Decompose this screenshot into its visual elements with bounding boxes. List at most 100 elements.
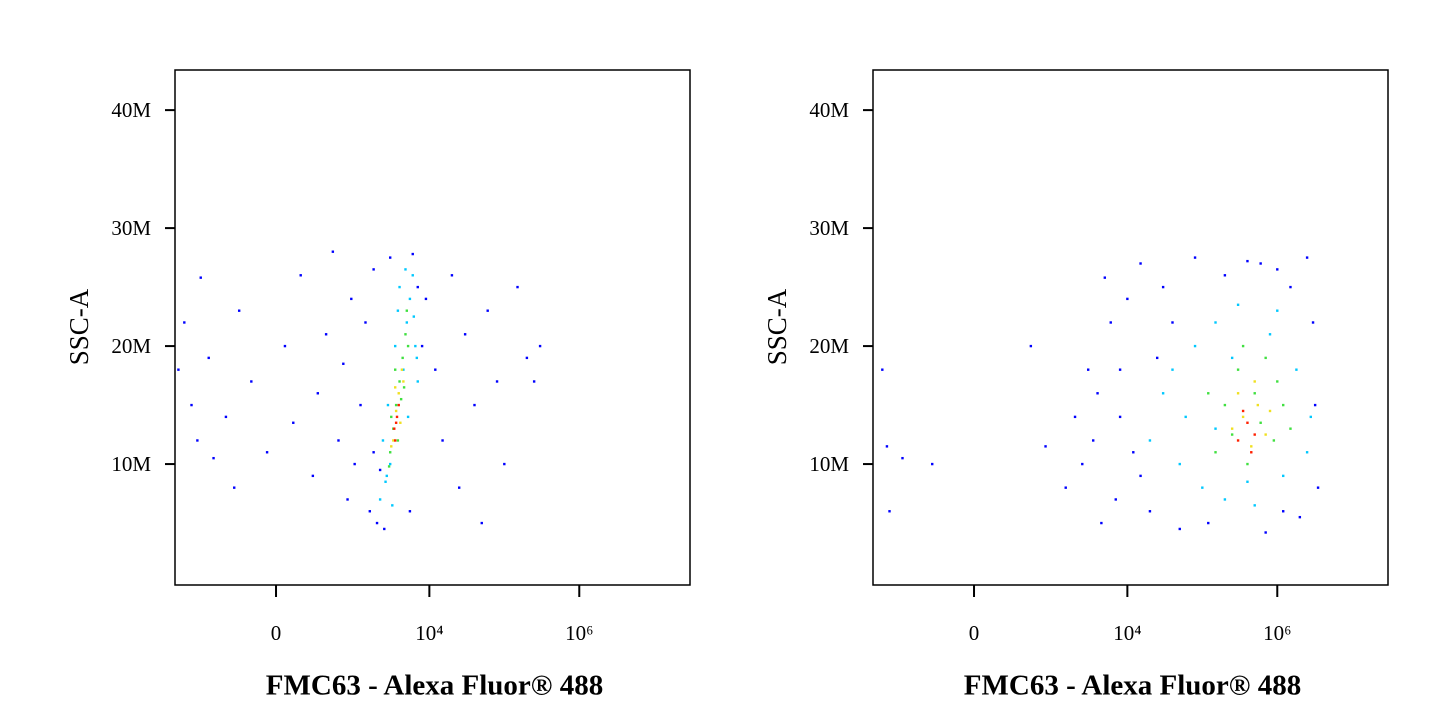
event-dot (399, 397, 403, 401)
event-dot (1178, 527, 1181, 531)
event-dot (463, 333, 467, 336)
event-dot (394, 344, 397, 348)
x-axis-label: FMC63 - Alexa Fluor® 488 (266, 670, 603, 702)
event-dot (402, 368, 405, 371)
event-dot (390, 415, 393, 419)
event-dot (199, 276, 202, 279)
event-dot (1230, 433, 1234, 436)
event-dot (386, 403, 390, 407)
event-dot (378, 498, 382, 501)
event-dot (1207, 521, 1210, 525)
x-tick-label: 10⁴ (415, 621, 443, 645)
event-dot (1193, 344, 1197, 348)
event-dot (396, 309, 400, 312)
event-dot (183, 321, 186, 324)
event-dot (404, 333, 407, 336)
event-dot (292, 421, 295, 424)
event-dot (1246, 259, 1249, 263)
event-dot (1246, 462, 1249, 466)
event-dot (1214, 427, 1217, 430)
event-dot (408, 297, 412, 301)
event-dot (414, 344, 417, 348)
event-dot (342, 362, 345, 365)
event-dot (1246, 421, 1249, 424)
event-dot (399, 421, 402, 424)
event-dot (400, 368, 404, 371)
event-dot (473, 403, 476, 407)
event-dot (881, 368, 884, 371)
event-dot (412, 315, 416, 318)
event-dot (385, 474, 388, 478)
event-dot (1253, 380, 1256, 383)
event-dot (359, 403, 362, 407)
event-dot (1148, 439, 1152, 442)
event-dot (406, 415, 410, 419)
event-dot (1184, 415, 1187, 419)
event-dot (394, 368, 397, 371)
event-dot (1250, 445, 1253, 448)
event-dot (368, 510, 372, 513)
event-dot (1029, 344, 1033, 348)
event-dot (391, 504, 394, 507)
event-dot (346, 498, 349, 501)
event-dot (420, 344, 424, 348)
event-dot (457, 486, 461, 489)
event-dot (1126, 297, 1129, 301)
x-tick-label: 0 (969, 621, 980, 645)
event-dot (1250, 451, 1253, 454)
event-dot (1264, 356, 1267, 360)
event-dot (337, 439, 340, 442)
event-dot (1118, 368, 1122, 371)
event-dot (1253, 504, 1256, 507)
event-dot (1201, 486, 1204, 489)
event-dot (1253, 433, 1256, 436)
event-dot (372, 268, 375, 271)
event-dot (1282, 474, 1285, 478)
event-dot (1096, 392, 1099, 395)
event-dot (324, 333, 328, 336)
x-tick-label: 10⁶ (565, 621, 593, 645)
event-dot (1236, 392, 1240, 395)
event-dot (411, 274, 414, 277)
event-dot (1155, 356, 1159, 360)
event-dot (1148, 510, 1152, 513)
event-dot (441, 439, 444, 442)
event-dot (383, 527, 386, 531)
event-dot (398, 285, 401, 289)
event-dot (402, 386, 406, 389)
event-dot (402, 380, 405, 383)
event-dot (1139, 474, 1142, 478)
x-tick-label: 10⁴ (1113, 621, 1141, 645)
event-dot (177, 368, 180, 371)
event-dot (398, 380, 401, 383)
event-dot (516, 285, 519, 289)
event-dot (1223, 403, 1227, 407)
panel: 10M 20M 30M 40M 0 10⁴ 10⁶ FMC63 - Alexa Fluor® … (762, 69, 1389, 702)
event-dot (1236, 303, 1240, 306)
event-dot (1276, 268, 1279, 271)
event-dot (1193, 256, 1197, 259)
event-dot (424, 297, 428, 301)
event-dot (503, 462, 506, 466)
event-dot (931, 462, 934, 466)
event-dot (265, 451, 269, 454)
event-dot (1171, 368, 1174, 371)
event-dot (1118, 415, 1122, 419)
event-dot (404, 268, 407, 271)
event-dot (394, 403, 398, 407)
event-dot (416, 285, 419, 289)
y-tick-label: 20M (809, 334, 849, 358)
event-dot (388, 462, 392, 466)
event-dot (1311, 321, 1315, 324)
plot-frame (174, 69, 691, 586)
event-dot (1241, 344, 1245, 348)
event-dot (190, 403, 193, 407)
event-dot (1230, 427, 1234, 430)
event-dot (1161, 392, 1165, 395)
event-dot (372, 451, 375, 454)
event-dot (397, 392, 400, 395)
event-dot (1289, 427, 1292, 430)
event-dot (1114, 498, 1117, 501)
event-dot (1109, 321, 1112, 324)
